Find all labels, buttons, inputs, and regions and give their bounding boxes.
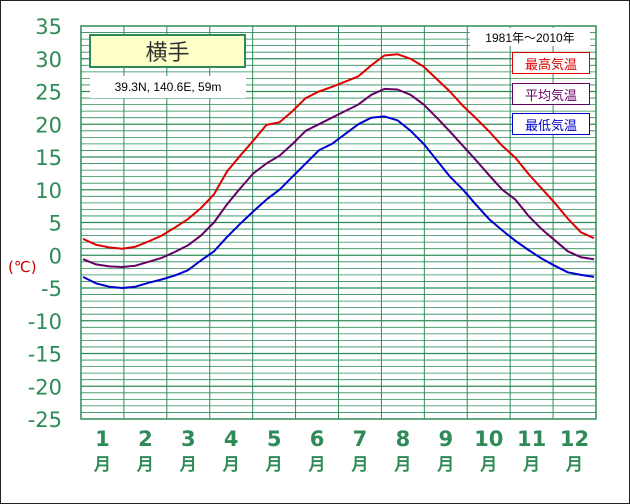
y-tick-label: -20 [28,375,62,399]
y-tick-label: 35 [35,15,62,39]
x-tick-suffix: 月 [179,455,197,475]
x-tick-label: 4 [224,427,239,451]
series-line-0 [82,53,595,250]
station-name-box: 横手 [89,34,246,68]
x-tick-suffix: 月 [565,455,583,475]
y-tick-label: -15 [28,343,62,367]
period-label: 1981年〜2010年 [470,28,590,46]
y-tick-label: 25 [35,81,62,105]
y-tick-label: -25 [28,408,62,432]
x-tick-suffix: 月 [93,455,111,475]
x-axis-ticks: 1 月 2 月 3 月 4 月 5 月 6 月 7 月 8 月 9 月 10 月 11 月 12 月 [93,427,589,475]
y-tick-label: 15 [35,146,62,170]
series-line-1 [82,87,595,268]
y-tick-label: -5 [41,277,62,301]
y-tick-label: 5 [49,212,62,236]
x-tick-label: 11 [517,427,546,451]
y-axis-ticks: 35 30 25 20 15 10 5 0 -5 -10 -15 -20 -25 [28,15,62,432]
x-tick-label: 9 [438,427,453,451]
x-tick-suffix: 月 [393,455,411,475]
y-tick-label: 0 [49,244,62,268]
x-tick-label: 8 [396,427,411,451]
x-tick-label: 3 [181,427,196,451]
legend-max-temp: 最高気温 [512,52,590,74]
legend-mean-temp: 平均気温 [512,83,590,105]
x-tick-suffix: 月 [522,455,540,475]
series-line-2 [82,115,595,289]
legend-min-temp: 最低気温 [512,113,590,135]
x-tick-suffix: 月 [308,455,326,475]
legend-max-temp-label: 最高気温 [524,57,577,73]
x-tick-label: 12 [560,427,589,451]
unit-label: (℃) [8,258,37,276]
x-tick-suffix: 月 [436,455,454,475]
x-tick-label: 10 [474,427,503,451]
x-tick-label: 6 [310,427,325,451]
x-tick-label: 7 [353,427,368,451]
station-coords: 39.3N, 140.6E, 59m [90,76,246,98]
grid [80,25,597,420]
y-tick-label: 20 [35,113,62,137]
y-tick-label: -10 [28,310,62,334]
x-tick-suffix: 月 [265,455,283,475]
station-name: 横手 [145,41,190,66]
x-tick-label: 1 [95,427,110,451]
legend-mean-temp-label: 平均気温 [524,88,577,104]
x-tick-suffix: 月 [222,455,240,475]
y-tick-label: 30 [35,48,62,72]
x-tick-suffix: 月 [350,455,368,475]
y-tick-label: 10 [35,179,62,203]
x-tick-suffix: 月 [479,455,497,475]
x-tick-label: 2 [138,427,153,451]
legend-min-temp-label: 最低気温 [524,118,577,134]
x-tick-suffix: 月 [136,455,154,475]
series-lines [82,53,595,289]
x-tick-label: 5 [267,427,282,451]
